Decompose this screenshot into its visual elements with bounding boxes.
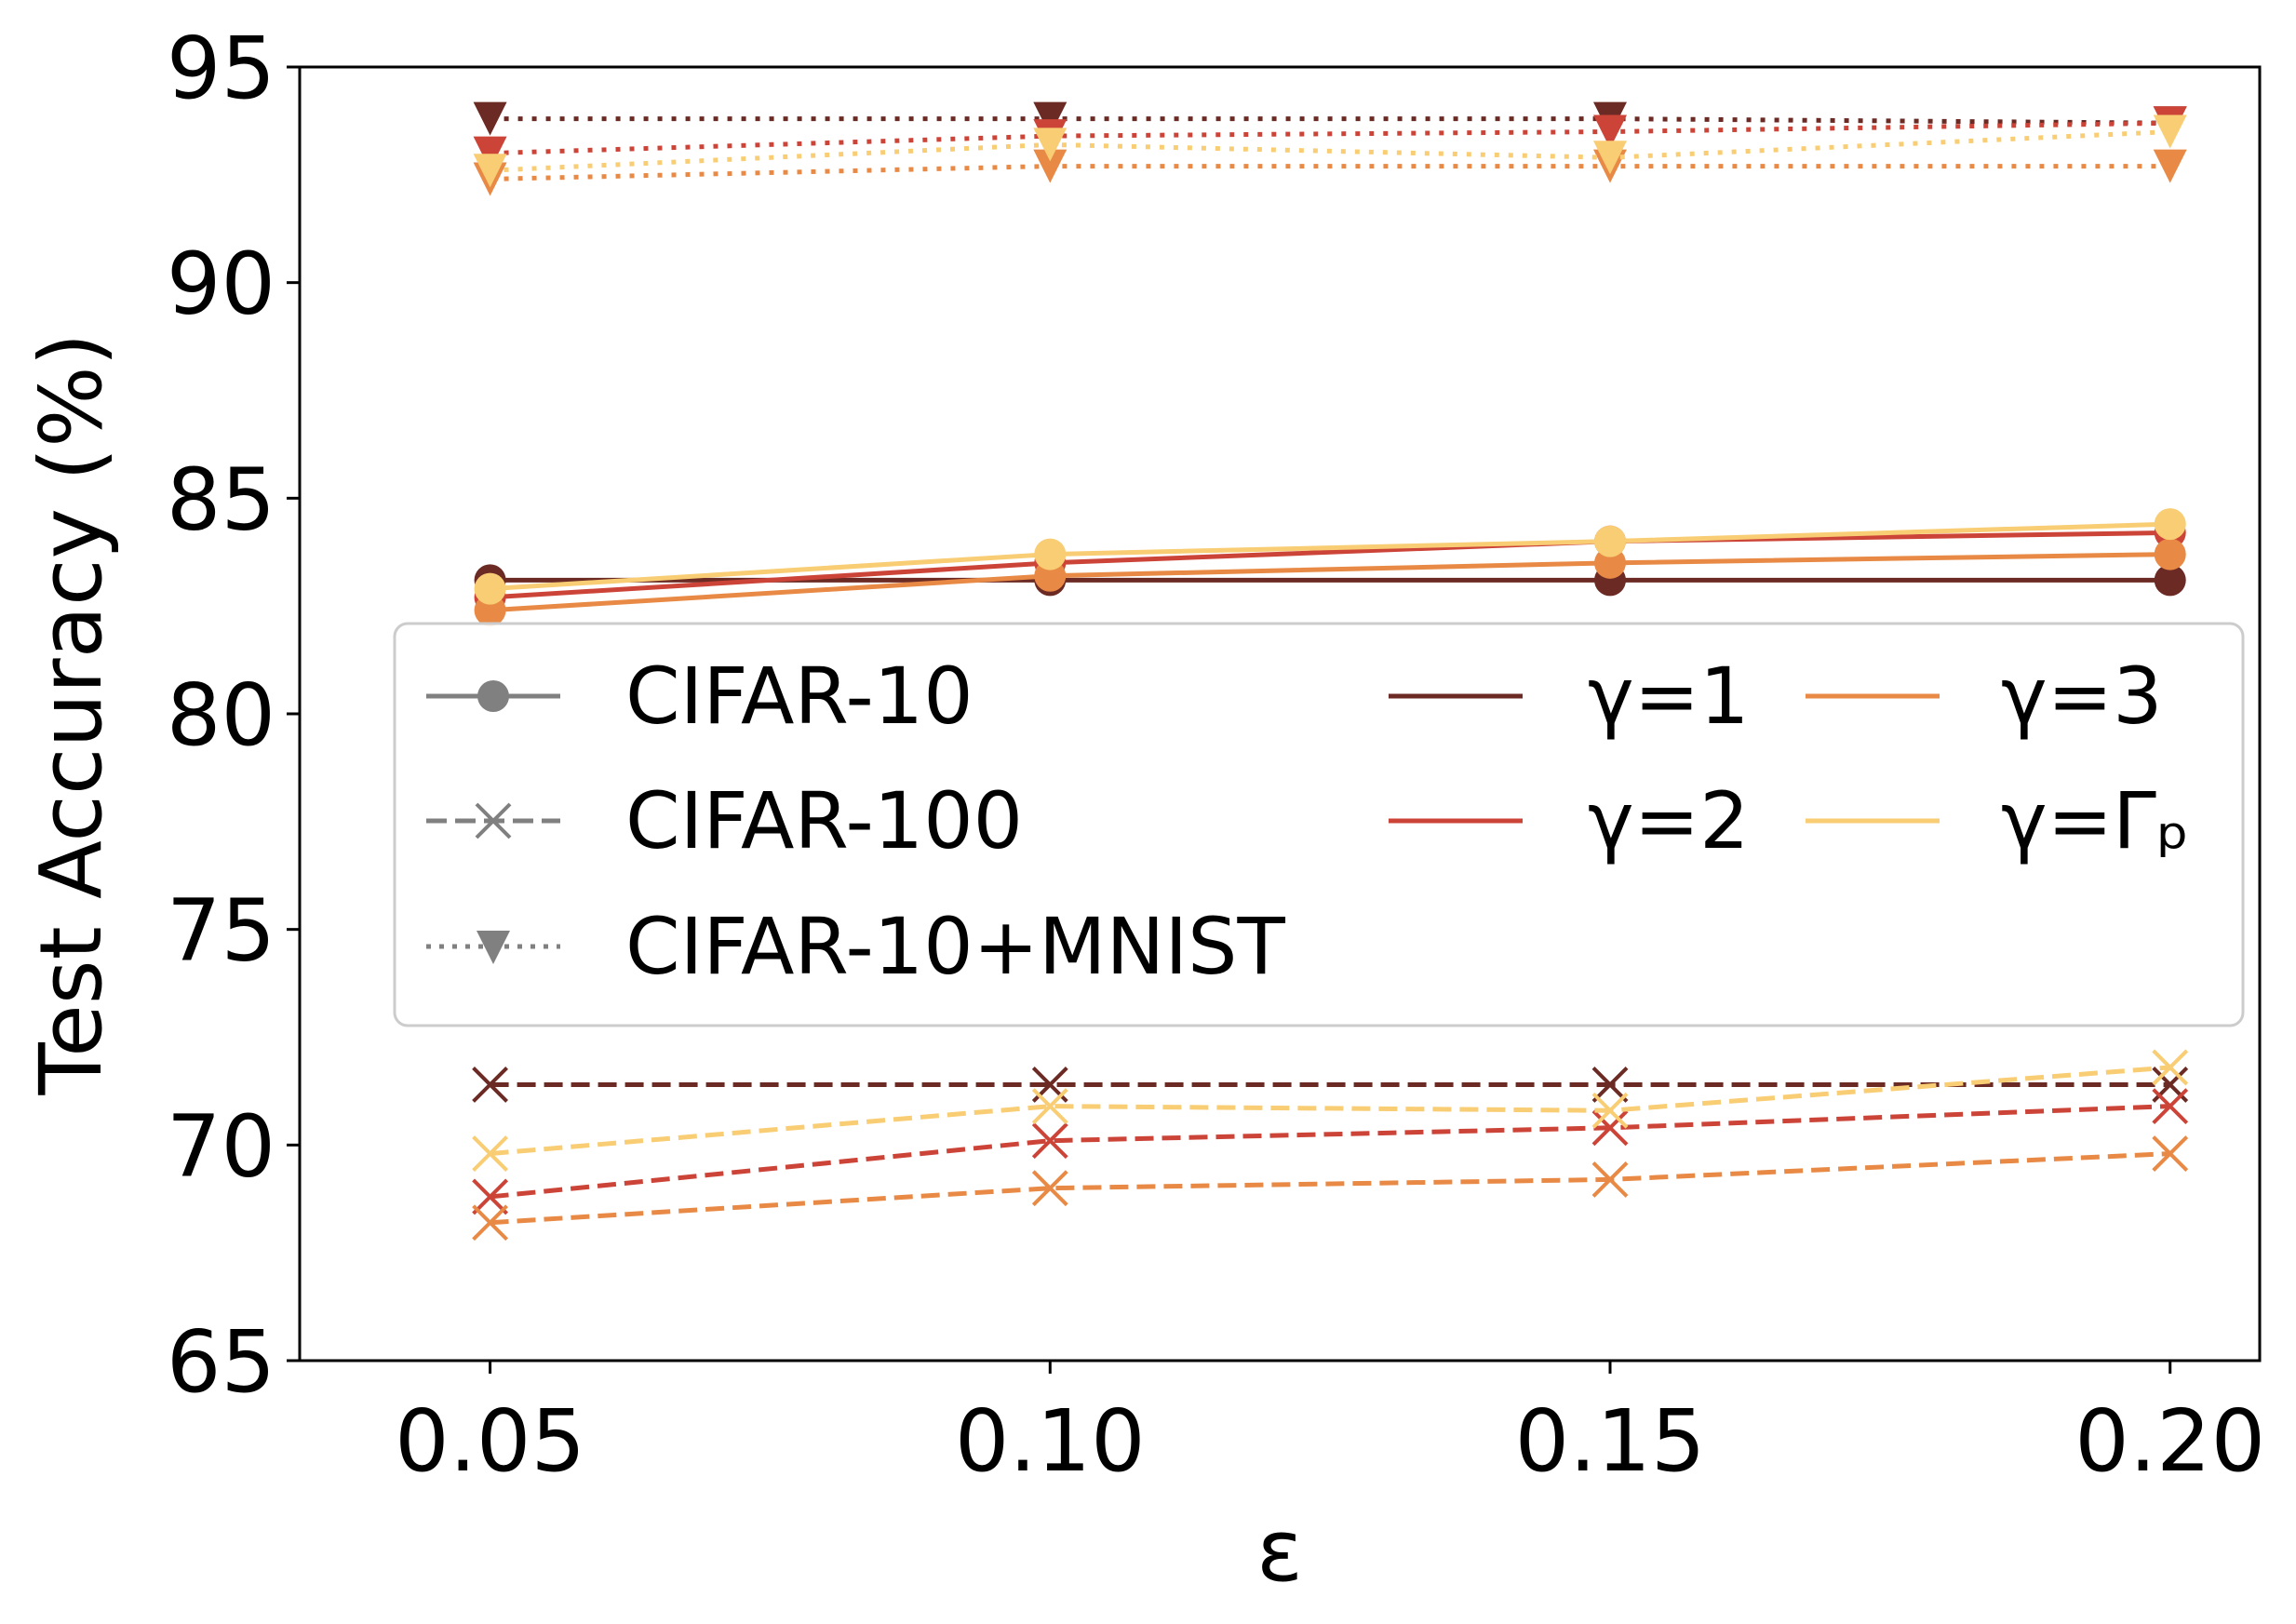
legend-label-cifar10: CIFAR-10 xyxy=(625,651,973,742)
legend-label-cifar100: CIFAR-100 xyxy=(625,775,1023,866)
data-point-x xyxy=(472,1204,508,1241)
series-line xyxy=(490,120,2170,156)
series-line xyxy=(490,1065,2170,1157)
series-line xyxy=(490,521,2170,592)
data-point-x xyxy=(2152,1088,2189,1125)
data-point-circle xyxy=(2154,508,2186,541)
data-point-circle xyxy=(1034,538,1067,570)
series-line xyxy=(490,116,2170,126)
legend-label-cifar10-mnist: CIFAR-10+MNIST xyxy=(625,901,1285,992)
series-line xyxy=(490,1104,2170,1200)
data-point-x xyxy=(472,1135,508,1173)
y-tick-label: 65 xyxy=(167,1312,275,1412)
data-point-x xyxy=(472,1178,508,1215)
data-point-circle xyxy=(2154,564,2186,597)
series-cifar-10-mnist- xyxy=(473,114,2187,188)
data-point-circle xyxy=(474,572,506,605)
legend-label-gamma3: γ=3 xyxy=(2001,651,2163,742)
series-line xyxy=(490,1151,2170,1226)
data-point-circle xyxy=(1594,525,1627,557)
data-point-x xyxy=(2152,1049,2189,1086)
legend-label-gamma2: γ=2 xyxy=(1588,775,1750,866)
data-point-triangle xyxy=(2153,114,2187,149)
legend-marker-circle xyxy=(477,680,509,712)
data-point-x xyxy=(2152,1135,2189,1173)
data-point-x xyxy=(1591,1161,1629,1198)
series-line xyxy=(490,530,2170,600)
data-point-x xyxy=(1591,1092,1629,1129)
data-point-triangle xyxy=(473,154,507,188)
x-tick-label: 0.20 xyxy=(2074,1391,2265,1491)
data-point-triangle xyxy=(473,136,507,170)
series-line xyxy=(490,129,2170,173)
data-point-x xyxy=(1591,1109,1629,1147)
data-point-triangle xyxy=(1593,141,1628,175)
data-point-x xyxy=(1031,1122,1068,1160)
x-axis-title: ε xyxy=(1256,1501,1303,1601)
y-tick-label: 80 xyxy=(167,665,275,765)
data-point-x xyxy=(1031,1170,1068,1207)
x-tick-label: 0.05 xyxy=(395,1391,585,1491)
legend-marker-x xyxy=(475,802,512,839)
y-tick-label: 95 xyxy=(167,19,275,118)
legend-frame xyxy=(393,622,2245,1027)
series-line xyxy=(490,552,2170,613)
data-point-x xyxy=(472,1067,508,1103)
data-point-triangle xyxy=(1033,128,1067,162)
data-point-x xyxy=(1591,1067,1629,1103)
legend-marker-triangle xyxy=(477,931,510,964)
data-point-circle xyxy=(2154,538,2186,570)
series-cifar-100- xyxy=(472,1049,2189,1173)
series-cifar-100-3 xyxy=(472,1135,2189,1241)
x-tick-label: 0.10 xyxy=(955,1391,1146,1491)
data-point-triangle xyxy=(1593,114,1628,149)
data-point-triangle xyxy=(1033,149,1067,183)
x-tick-label: 0.15 xyxy=(1515,1391,1706,1491)
ticks-layer: 0.05 0.10 0.15 0.20 65 70 75 80 85 90 95 xyxy=(167,19,2265,1491)
data-point-triangle xyxy=(1033,101,1067,136)
series-cifar-100-2 xyxy=(472,1088,2189,1215)
y-tick-label: 75 xyxy=(167,881,275,981)
series-line xyxy=(490,164,2170,181)
data-point-triangle xyxy=(473,101,507,136)
data-point-triangle xyxy=(2153,149,2187,183)
y-axis-title: Test Accuracy (%) xyxy=(21,333,121,1096)
legend: CIFAR-10 CIFAR-100 CIFAR-10+MNIST γ=1 γ=… xyxy=(393,622,2245,1027)
y-tick-label: 70 xyxy=(167,1096,275,1196)
data-point-x xyxy=(1031,1088,1068,1125)
series-cifar-10-mnist-3 xyxy=(473,149,2187,196)
y-tick-label: 90 xyxy=(167,235,275,334)
series-cifar-10- xyxy=(474,508,2186,605)
y-tick-label: 85 xyxy=(167,450,275,549)
legend-label-gamma1: γ=1 xyxy=(1588,651,1750,742)
series-layer xyxy=(472,101,2189,1241)
legend-label-gamma-gp: γ=Γₚ xyxy=(2001,775,2190,866)
